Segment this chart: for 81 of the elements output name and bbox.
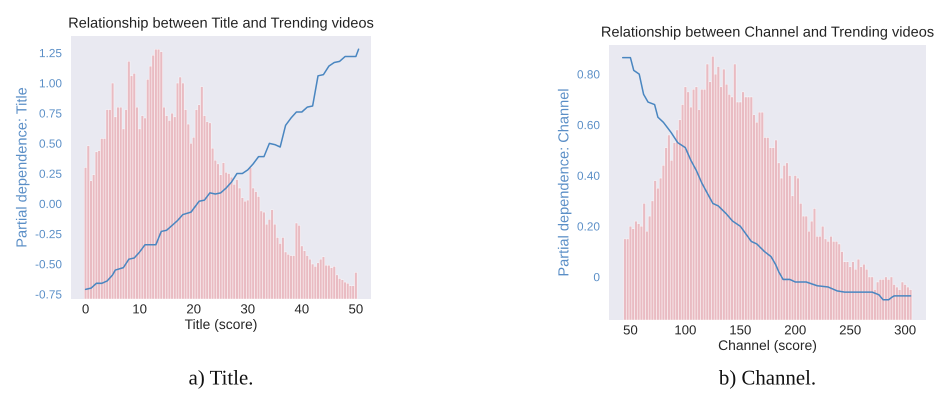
bar <box>900 282 904 320</box>
bar <box>346 283 350 299</box>
text: b) Channel. <box>718 370 815 389</box>
bar <box>654 180 657 320</box>
x-tick-label: 50 <box>624 325 638 335</box>
bar <box>178 76 182 299</box>
bar <box>700 89 704 320</box>
y-tick-label: 0.50 <box>39 139 62 148</box>
bar <box>766 137 770 320</box>
bar <box>909 289 912 320</box>
bar <box>160 51 163 299</box>
bar <box>722 68 726 320</box>
x-axis-title: Title (score) <box>184 318 257 332</box>
bar <box>716 66 720 320</box>
bar <box>327 265 330 299</box>
x-tick-label: 300 <box>894 325 916 335</box>
bar <box>100 138 104 299</box>
line-series <box>84 48 360 290</box>
bar <box>637 223 640 320</box>
bar <box>804 216 808 320</box>
x-tick-label: 0 <box>82 304 89 314</box>
bar <box>86 146 90 299</box>
bar <box>119 106 122 299</box>
x-tick-label: 40 <box>294 304 309 314</box>
x-tick-label: 150 <box>730 325 751 335</box>
text: a) Title. <box>189 370 252 389</box>
x-axis-title: Channel (score) <box>718 340 816 353</box>
bar <box>227 173 230 299</box>
y-tick-label: 0.20 <box>577 222 600 231</box>
y-tick-label: 1.25 <box>40 48 62 58</box>
x-tick-label: 20 <box>187 304 201 314</box>
y-tick-label: -0.75 <box>36 290 62 299</box>
y-tick-label: 0.75 <box>39 109 62 118</box>
x-tick-label: 30 <box>240 304 255 314</box>
bar <box>870 276 874 320</box>
y-axis-title: Partial dependence: Channel <box>558 89 572 276</box>
y-axis-title: Partial dependence: Title <box>16 88 30 247</box>
bar <box>750 96 753 320</box>
bar <box>354 272 358 299</box>
bar <box>319 258 322 299</box>
y-tick-label: 0.00 <box>39 200 62 208</box>
bar <box>314 266 317 299</box>
bar <box>876 282 880 320</box>
y-tick-label: 0.60 <box>577 120 600 130</box>
chart-title: Relationship between Title and Trending videos <box>69 17 374 31</box>
chart-title: Relationship between Channel and Trending videos <box>602 26 934 40</box>
bar <box>332 266 336 299</box>
bar <box>340 279 344 299</box>
y-tick-label: 0.25 <box>39 170 62 178</box>
bar <box>706 64 709 320</box>
bar <box>711 56 714 320</box>
y-tick-label: 0.80 <box>577 70 600 79</box>
x-tick-label: 100 <box>675 325 696 335</box>
bar <box>286 254 290 299</box>
bar <box>782 165 786 320</box>
bar <box>882 279 885 320</box>
bar <box>733 64 736 320</box>
bar <box>200 86 204 299</box>
bar <box>127 61 130 299</box>
bar <box>684 86 687 320</box>
x-tick-label: 50 <box>349 304 363 314</box>
bar <box>794 175 797 320</box>
bar <box>906 286 910 320</box>
bar <box>140 115 144 299</box>
y-tick-label: -0.50 <box>36 260 62 268</box>
bar <box>821 226 824 320</box>
x-tick-label: 200 <box>784 325 806 335</box>
bar <box>760 112 764 320</box>
bar <box>106 109 109 299</box>
bar <box>887 279 890 320</box>
y-tick-label: 0.40 <box>577 172 600 180</box>
line-series <box>622 56 912 300</box>
y-tick-label: 0 <box>594 272 600 282</box>
bar <box>132 73 136 299</box>
x-tick-label: 10 <box>133 304 146 314</box>
x-tick-label: 250 <box>840 325 861 335</box>
bar <box>694 86 698 320</box>
y-tick-label: -0.25 <box>36 230 62 238</box>
bar <box>838 244 841 320</box>
bar <box>642 203 646 320</box>
y-tick-label: 1.00 <box>40 79 62 88</box>
